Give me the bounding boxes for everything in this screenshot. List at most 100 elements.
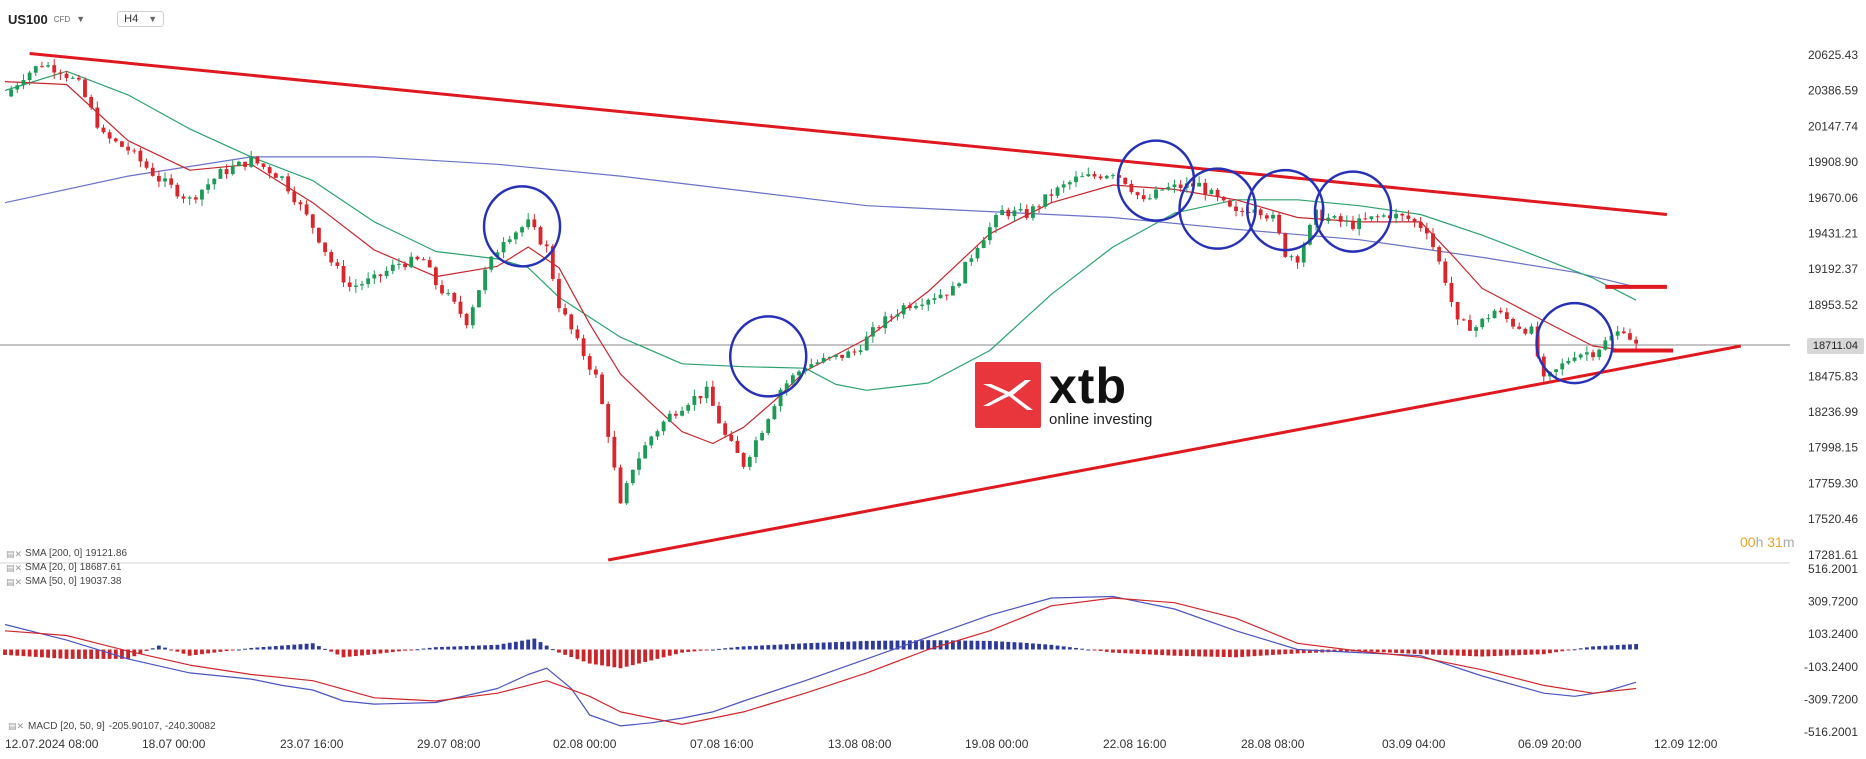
macd-settings-icon[interactable]: ▤✕ — [8, 721, 25, 731]
candle-body — [1338, 216, 1343, 222]
macd-histogram-bar — [1074, 647, 1078, 650]
candle-body — [754, 440, 758, 457]
candle-body — [630, 469, 635, 484]
candle-body — [372, 274, 377, 279]
candle-body — [267, 167, 272, 174]
macd-histogram-bar — [15, 649, 20, 656]
macd-histogram-bar — [803, 643, 808, 650]
candle-body — [858, 350, 863, 352]
macd-histogram-bar — [870, 640, 875, 650]
legend-settings-icon[interactable]: ▤✕ — [6, 563, 23, 573]
macd-histogram-bar — [1227, 649, 1232, 658]
candle-body — [280, 176, 284, 178]
candle-body — [1264, 215, 1269, 219]
macd-legend[interactable]: ▤✕ MACD [20, 50, 9] -205.90107, -240.300… — [8, 721, 216, 732]
macd-histogram-bar — [723, 648, 728, 650]
candle-body — [852, 351, 857, 353]
candle-body — [1344, 220, 1349, 222]
macd-histogram-bar — [452, 646, 457, 650]
macd-histogram-bar — [1271, 649, 1275, 655]
candle-body — [1492, 310, 1497, 319]
candle-body — [513, 232, 518, 240]
candle-body — [440, 285, 444, 294]
macd-histogram-bar — [1240, 649, 1245, 657]
xtb-logo-mark-icon — [975, 362, 1041, 428]
candle-body — [1307, 224, 1312, 245]
price-tick-label: 17520.46 — [1808, 512, 1858, 526]
price-tick-label: 19670.06 — [1808, 191, 1858, 205]
candle-body — [132, 150, 137, 152]
candle-body — [1412, 218, 1417, 222]
macd-histogram-bar — [1628, 644, 1632, 650]
macd-histogram-bar — [1289, 649, 1294, 654]
candle-body — [969, 258, 974, 262]
current-price-label: 18711.04 — [1806, 338, 1864, 354]
macd-histogram-bar — [1018, 642, 1023, 650]
candle-body — [181, 196, 186, 199]
symbol-dropdown-icon[interactable]: ▼ — [76, 14, 86, 24]
macd-histogram-bar — [544, 645, 549, 650]
candle-body — [1197, 182, 1202, 187]
legend-settings-icon[interactable]: ▤✕ — [6, 577, 23, 587]
macd-histogram-bar — [298, 644, 303, 650]
candle-body — [1098, 176, 1103, 179]
macd-histogram-bar — [914, 640, 918, 650]
time-axis-label: 06.09 20:00 — [1518, 737, 1582, 751]
macd-histogram-bar — [624, 649, 629, 667]
candle-body — [1504, 312, 1509, 319]
time-axis-label: 18.07 00:00 — [142, 737, 206, 751]
macd-histogram-bar — [335, 649, 340, 655]
circle-annotation — [1116, 139, 1196, 222]
candle-body — [1431, 233, 1435, 248]
circle-annotation — [482, 185, 562, 268]
timeframe-value: H4 — [124, 13, 139, 25]
candle-body — [1615, 331, 1620, 336]
time-axis-label: 19.08 00:00 — [965, 737, 1029, 751]
macd-histogram-bar — [1215, 649, 1220, 657]
symbol-label[interactable]: US100 — [8, 11, 48, 27]
macd-histogram-bar — [292, 644, 297, 650]
candle-body — [1394, 213, 1398, 219]
legend-sma-20[interactable]: ▤✕ SMA [20, 0] 18687.61 — [6, 561, 127, 575]
macd-histogram-bar — [1486, 649, 1491, 657]
macd-histogram-bar — [821, 642, 826, 650]
countdown-hours-unit: h — [1755, 534, 1764, 550]
candle-body — [163, 178, 167, 182]
candle-body — [1326, 217, 1331, 221]
candle-body — [1357, 218, 1362, 230]
candle-body — [686, 404, 691, 411]
candle-body — [58, 72, 63, 74]
macd-histogram-bar — [883, 640, 888, 650]
candle-body — [1258, 209, 1263, 216]
legend-sma-200[interactable]: ▤✕ SMA [200, 0] 19121.86 — [6, 547, 127, 561]
candle-body — [1086, 174, 1091, 177]
candle-body — [360, 284, 364, 286]
legend-sma-50[interactable]: ▤✕ SMA [50, 0] 19037.38 — [6, 575, 127, 589]
candle-body — [310, 214, 315, 228]
macd-histogram-bar — [649, 649, 654, 661]
macd-histogram-bar — [187, 649, 192, 656]
candle-body — [446, 293, 451, 295]
macd-histogram-bar — [901, 640, 906, 650]
circle-annotation — [1535, 301, 1614, 385]
macd-histogram-bar — [206, 649, 211, 654]
macd-histogram-bar — [372, 649, 377, 655]
macd-histogram-bar — [1381, 649, 1386, 653]
timeframe-select[interactable]: H4 ▼ — [117, 11, 165, 27]
candle-body — [834, 354, 838, 357]
candle-body — [827, 356, 832, 358]
candle-body — [156, 175, 161, 182]
candle-body — [397, 263, 401, 265]
upper-trendline — [29, 52, 1668, 216]
macd-histogram-bar — [1209, 649, 1214, 657]
logo-text: xtb online investing — [1049, 361, 1152, 428]
macd-histogram-bar — [1104, 649, 1109, 652]
indicator-legend: ▤✕ SMA [200, 0] 19121.86 ▤✕ SMA [20, 0] … — [6, 547, 127, 589]
candle-body — [1369, 216, 1374, 220]
legend-settings-icon[interactable]: ▤✕ — [6, 549, 23, 559]
candle-body — [612, 436, 617, 468]
macd-histogram-bar — [1184, 649, 1189, 657]
candle-body — [1135, 192, 1140, 196]
candle-body — [624, 483, 629, 504]
